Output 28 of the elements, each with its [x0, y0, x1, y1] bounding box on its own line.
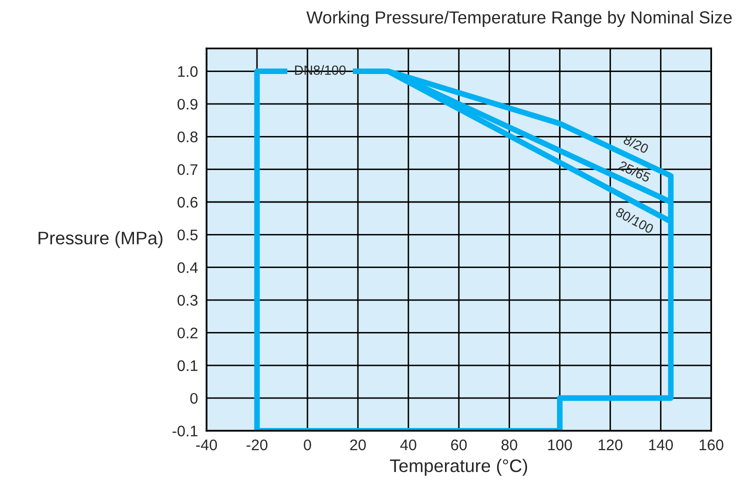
x-tick-label: 140	[649, 439, 673, 450]
y-tick-label: 0.6	[178, 196, 198, 208]
x-tick-label: 120	[598, 439, 622, 450]
x-axis-title: Temperature (°C)	[390, 458, 528, 476]
x-tick-label: -40	[196, 439, 217, 450]
x-tick-label: 20	[350, 439, 366, 450]
y-tick-label: 0.8	[178, 132, 198, 142]
y-tick-label: 0	[190, 392, 198, 404]
chart-title: Working Pressure/Temperature Range by Nominal Size	[306, 10, 732, 27]
y-tick-label: 0.5	[178, 230, 198, 240]
x-tick-label: -20	[246, 439, 268, 450]
x-tick-label: 160	[700, 439, 724, 450]
y-tick-label: 0.1	[178, 360, 198, 372]
y-tick-label: 0.7	[178, 164, 198, 176]
x-tick-label: 100	[548, 439, 572, 450]
text: 25/65	[618, 160, 652, 182]
annotation: 8/20	[622, 134, 650, 154]
y-tick-label: 0.2	[178, 328, 198, 338]
y-tick-label: -0.1	[172, 426, 198, 436]
x-tick-label: 40	[400, 439, 416, 450]
y-tick-label: 0.9	[178, 98, 198, 110]
x-tick-label: 0	[304, 439, 312, 450]
x-tick-label: 80	[501, 439, 518, 450]
x-tick-label: 60	[451, 439, 467, 450]
y-tick-label: 1.0	[178, 66, 198, 77]
y-axis-title: Pressure (MPa)	[38, 231, 162, 248]
y-tick-label: 0.3	[178, 294, 198, 306]
y-tick-label: 0.4	[178, 262, 198, 274]
